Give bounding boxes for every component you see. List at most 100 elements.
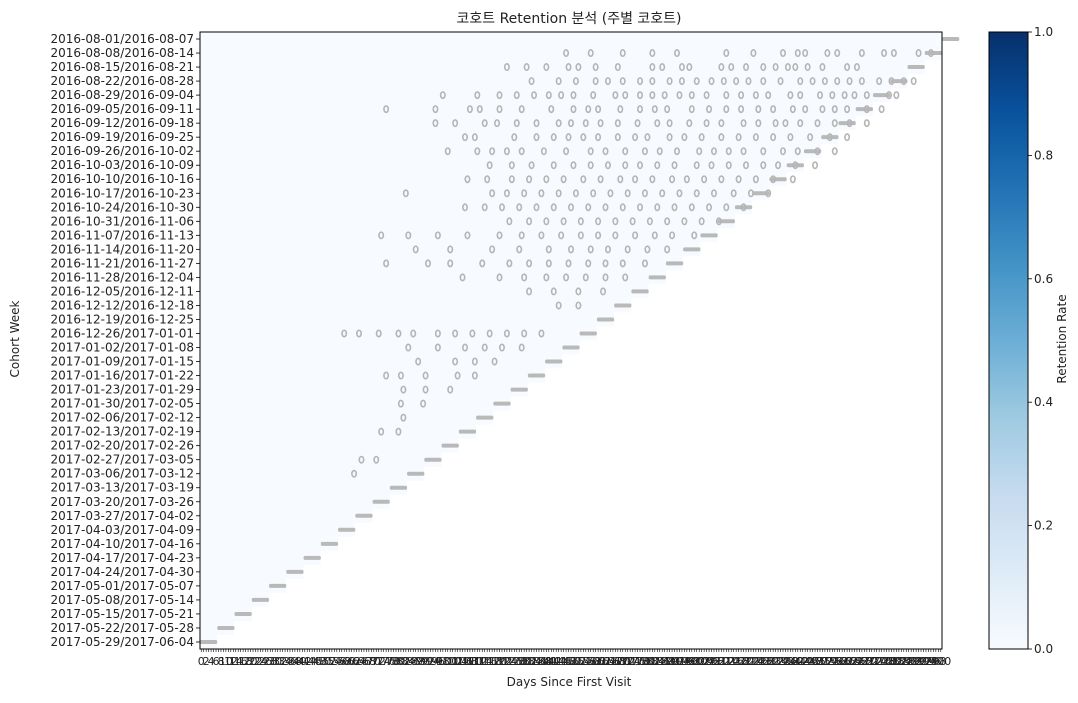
x-tick-label: 14 — [229, 655, 243, 668]
cell-value-label — [900, 77, 907, 86]
cell-value-label — [641, 147, 648, 156]
y-tick-label: 2016-09-12/2016-09-18 — [50, 116, 194, 130]
cell-value-label — [526, 287, 533, 296]
boundary-cell-label — [769, 177, 787, 182]
y-tick-label: 2017-01-02/2017-01-08 — [50, 341, 194, 355]
cell-value-label — [632, 175, 639, 184]
x-tick-label: 64 — [352, 655, 366, 668]
x-tick-label: 200 — [684, 655, 705, 668]
cell-value-label — [496, 231, 503, 240]
heatmap-plot-area — [199, 31, 960, 650]
colorbar-tick-label: 0.6 — [1034, 272, 1053, 286]
x-tick-label: 0 — [198, 655, 205, 668]
cell-value-label — [738, 105, 745, 114]
x-tick-label: 248 — [802, 655, 823, 668]
y-tick-label: 2016-11-21/2016-11-27 — [50, 256, 194, 270]
cell-value-label — [846, 119, 853, 128]
cell-value-label — [617, 175, 624, 184]
x-tick-label: 216 — [723, 655, 744, 668]
boundary-cell-label — [510, 387, 528, 392]
cell-value-label — [651, 231, 658, 240]
x-tick-label: 44 — [303, 655, 317, 668]
boundary-cell-label — [631, 289, 649, 294]
x-tick-label: 176 — [625, 655, 646, 668]
y-tick-label: 2016-09-19/2016-09-25 — [50, 130, 194, 144]
cell-value-label — [649, 77, 656, 86]
cell-value-label — [410, 329, 417, 338]
cell-value-label — [405, 231, 412, 240]
boundary-cell-label — [355, 513, 373, 518]
x-tick-label: 184 — [644, 655, 665, 668]
x-tick-label: 98 — [436, 655, 450, 668]
cell-value-label — [863, 119, 870, 128]
x-tick-label: 78 — [387, 655, 401, 668]
cell-value-label — [649, 63, 656, 72]
x-tick-label: 90 — [416, 655, 430, 668]
x-tick-label: 22 — [248, 655, 262, 668]
cell-value-label — [710, 147, 717, 156]
x-tick-label: 258 — [827, 655, 848, 668]
x-tick-label: 164 — [595, 655, 616, 668]
x-tick-label: 52 — [322, 655, 336, 668]
boundary-cell-label — [665, 261, 684, 266]
x-tick-label: 260 — [832, 655, 853, 668]
cell-value-label — [802, 49, 809, 58]
cell-value-label — [775, 161, 782, 170]
y-tick-label: 2016-08-22/2016-08-28 — [50, 74, 194, 88]
x-tick-label: 74 — [377, 655, 391, 668]
cell-value-label — [550, 287, 557, 296]
cell-value-label — [760, 161, 767, 170]
cell-value-label — [567, 203, 574, 212]
cell-value-label — [533, 133, 540, 142]
boundary-cell-label — [286, 569, 304, 574]
x-tick-label: 212 — [713, 655, 734, 668]
y-tick-label: 2016-12-19/2016-12-25 — [50, 312, 194, 326]
cell-value-label — [570, 91, 577, 100]
cell-value-label — [814, 119, 821, 128]
x-tick-label: 280 — [881, 655, 902, 668]
cell-value-label — [560, 175, 567, 184]
cell-value-label — [614, 63, 621, 72]
cell-value-label — [513, 91, 520, 100]
cell-value-label — [585, 203, 592, 212]
cell-value-label — [560, 217, 567, 226]
x-tick-label: 194 — [669, 655, 690, 668]
colorbar-tick-label: 1.0 — [1034, 25, 1053, 39]
cell-value-label — [698, 217, 705, 226]
cell-value-label — [853, 63, 860, 72]
cell-value-label — [585, 259, 592, 268]
cell-value-label — [681, 133, 688, 142]
cell-value-label — [765, 91, 772, 100]
cell-value-label — [622, 273, 629, 282]
y-tick-label: 2016-12-26/2017-01-01 — [50, 326, 194, 340]
cell-value-label — [637, 91, 644, 100]
cell-value-label — [545, 245, 552, 254]
x-tick-label: 202 — [689, 655, 710, 668]
x-tick-label: 72 — [372, 655, 386, 668]
cell-value-label — [787, 91, 794, 100]
cell-value-label — [614, 119, 621, 128]
x-tick-label: 116 — [477, 655, 498, 668]
cell-value-label — [784, 63, 791, 72]
x-tick-label: 80 — [391, 655, 405, 668]
x-tick-label: 284 — [891, 655, 912, 668]
cell-value-label — [481, 119, 488, 128]
cell-value-label — [585, 105, 592, 114]
x-tick-label: 138 — [531, 655, 552, 668]
cell-value-label — [666, 77, 673, 86]
boundary-cell-label — [717, 219, 735, 224]
boundary-cell-label — [803, 149, 822, 154]
colorbar: 0.0 0.2 0.4 0.6 0.8 1.0 — [988, 25, 1053, 656]
cell-value-label — [696, 147, 703, 156]
cell-value-label — [622, 147, 629, 156]
cell-value-label — [619, 259, 626, 268]
cell-value-label — [720, 77, 727, 86]
cell-value-label — [563, 147, 570, 156]
cell-value-label — [503, 63, 510, 72]
cell-value-label — [496, 273, 503, 282]
cell-value-label — [508, 175, 515, 184]
cell-value-label — [807, 133, 814, 142]
cell-value-label — [567, 245, 574, 254]
cell-value-label — [471, 357, 478, 366]
cell-value-label — [666, 119, 673, 128]
